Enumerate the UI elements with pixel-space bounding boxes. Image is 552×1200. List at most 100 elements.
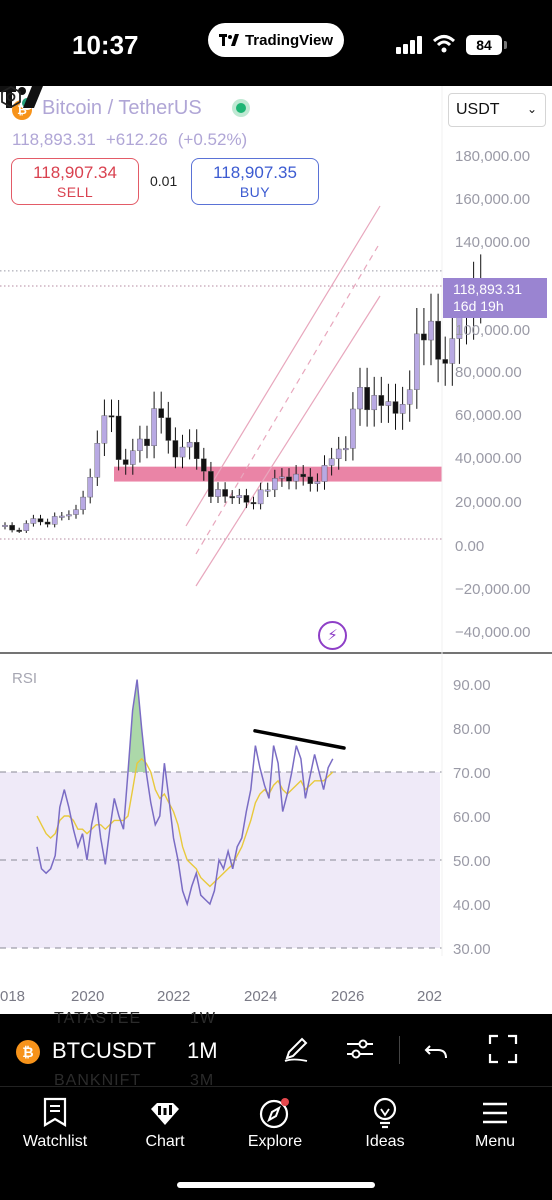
candle-body xyxy=(222,489,228,497)
chart-settings-icon[interactable] xyxy=(0,86,22,108)
candle-body xyxy=(59,515,65,518)
candle-body xyxy=(286,476,292,482)
candle-body xyxy=(144,438,150,447)
time-axis-label: 202 xyxy=(417,988,443,1005)
rsi-axis-label: 90.00 xyxy=(453,677,491,694)
compass-icon xyxy=(259,1098,289,1129)
indicators-sliders-icon[interactable] xyxy=(345,1034,375,1064)
spread-value: 0.01 xyxy=(150,173,178,189)
candle-body xyxy=(307,476,314,484)
ghost-watchlist-interval: 1W xyxy=(190,1010,216,1027)
candle-body xyxy=(122,459,129,465)
symbol-header[interactable]: ₿ Bitcoin / TetherUS xyxy=(12,96,250,120)
candle-body xyxy=(51,516,58,525)
candle-body xyxy=(208,471,214,497)
divergence-trendline xyxy=(253,729,346,750)
hamburger-menu-icon xyxy=(483,1102,507,1124)
rsi-label[interactable]: RSI xyxy=(12,670,38,687)
fullscreen-icon[interactable] xyxy=(488,1034,518,1064)
candle-body xyxy=(37,518,44,523)
candle-body xyxy=(257,489,264,505)
candle-body xyxy=(385,401,392,406)
bitcoin-icon[interactable]: ₿ xyxy=(16,1040,40,1064)
ghost-watchlist-item: BANKNIFT xyxy=(54,1072,142,1089)
nav-watchlist[interactable]: Watchlist xyxy=(0,1097,110,1151)
price-axis-label: 40,000.00 xyxy=(455,450,522,467)
candle-body xyxy=(44,521,51,525)
chart-diamond-icon xyxy=(151,1103,179,1125)
candle-body xyxy=(364,387,370,411)
time-axis-label: 2022 xyxy=(157,988,191,1005)
candle-body xyxy=(115,415,122,460)
rsi-axis-label: 40.00 xyxy=(453,897,491,914)
price-change: +612.26 xyxy=(105,130,168,149)
candle-body xyxy=(30,518,37,524)
sell-label: SELL xyxy=(56,184,94,200)
nav-ideas[interactable]: Ideas xyxy=(330,1097,440,1151)
candle-body xyxy=(186,441,193,448)
buy-button[interactable]: 118,907.35 BUY xyxy=(191,158,319,205)
nav-label: Watchlist xyxy=(22,1133,88,1150)
price-axis-label: 20,000.00 xyxy=(455,494,522,511)
candle-body xyxy=(378,395,385,406)
symbol-button[interactable]: BTCUSDT xyxy=(52,1038,156,1063)
price-axis-label: −20,000.00 xyxy=(455,581,531,598)
candle-body xyxy=(193,441,200,459)
status-time: 10:37 xyxy=(72,30,139,60)
symbol-title[interactable]: Bitcoin / TetherUS xyxy=(42,96,202,119)
price-axis-label: 100,000.00 xyxy=(455,322,531,339)
sell-button[interactable]: 118,907.34 SELL xyxy=(11,158,139,205)
candle-body xyxy=(201,458,207,472)
last-price: 118,893.31 xyxy=(12,130,96,149)
chart-canvas[interactable] xyxy=(0,86,552,1014)
candle-body xyxy=(101,415,108,444)
nav-menu[interactable]: Menu xyxy=(440,1097,550,1151)
candle-body xyxy=(16,529,23,532)
candle-body xyxy=(350,408,356,449)
price-axis-label: 180,000.00 xyxy=(455,148,531,165)
candle-body xyxy=(2,524,8,527)
candle-body xyxy=(215,489,221,497)
price-axis-label: 80,000.00 xyxy=(455,364,522,381)
time-axis-label: 018 xyxy=(0,988,26,1005)
rsi-ma-line xyxy=(36,757,334,888)
candle-body xyxy=(80,496,86,510)
interval-button[interactable]: 1M xyxy=(187,1038,218,1063)
app-pill-label: TradingView xyxy=(244,31,334,49)
candle-body xyxy=(179,446,186,458)
nav-explore[interactable]: Explore xyxy=(220,1097,330,1151)
last-price-tag-value: 118,893.31 xyxy=(453,281,523,297)
bottom-navigation: Watchlist Chart Explore Ideas Menu xyxy=(0,1086,552,1200)
candle-body xyxy=(236,495,243,498)
signal-icon xyxy=(396,36,422,54)
chart-area[interactable]: ₿ Bitcoin / TetherUS 118,893.31 +612.26 … xyxy=(0,86,552,1014)
candle-body xyxy=(414,333,420,390)
channel-upper-line xyxy=(185,205,381,527)
nav-label: Ideas xyxy=(365,1133,405,1150)
price-axis-label: 140,000.00 xyxy=(455,234,531,251)
candle-body xyxy=(314,481,321,484)
candle-body xyxy=(272,478,278,491)
rsi-overbought-fill xyxy=(128,679,147,772)
tradingview-logo-icon xyxy=(218,34,239,46)
rsi-axis-label: 50.00 xyxy=(453,853,491,870)
price-axis-label: 0.00 xyxy=(455,538,485,555)
undo-icon[interactable] xyxy=(424,1034,450,1064)
pencil-drawing-icon[interactable] xyxy=(281,1034,311,1064)
flash-icon[interactable]: ⚡ xyxy=(318,621,347,650)
candle-body xyxy=(406,389,413,405)
candle-body xyxy=(151,408,157,447)
toolbar-divider xyxy=(399,1036,400,1064)
rsi-line xyxy=(36,679,334,907)
candle-body xyxy=(293,473,299,482)
candle-body xyxy=(328,458,335,466)
candle-body xyxy=(165,417,172,441)
nav-chart[interactable]: Chart xyxy=(110,1097,220,1151)
price-change-pct: (+0.52%) xyxy=(177,130,248,149)
app-pill[interactable]: TradingView xyxy=(208,23,344,57)
currency-select[interactable]: USDT ⌄ xyxy=(448,93,546,127)
candle-body xyxy=(421,333,427,341)
candle-body xyxy=(250,502,257,505)
currency-value: USDT xyxy=(456,101,500,118)
ghost-watchlist-item: TATASTEE xyxy=(54,1010,142,1027)
